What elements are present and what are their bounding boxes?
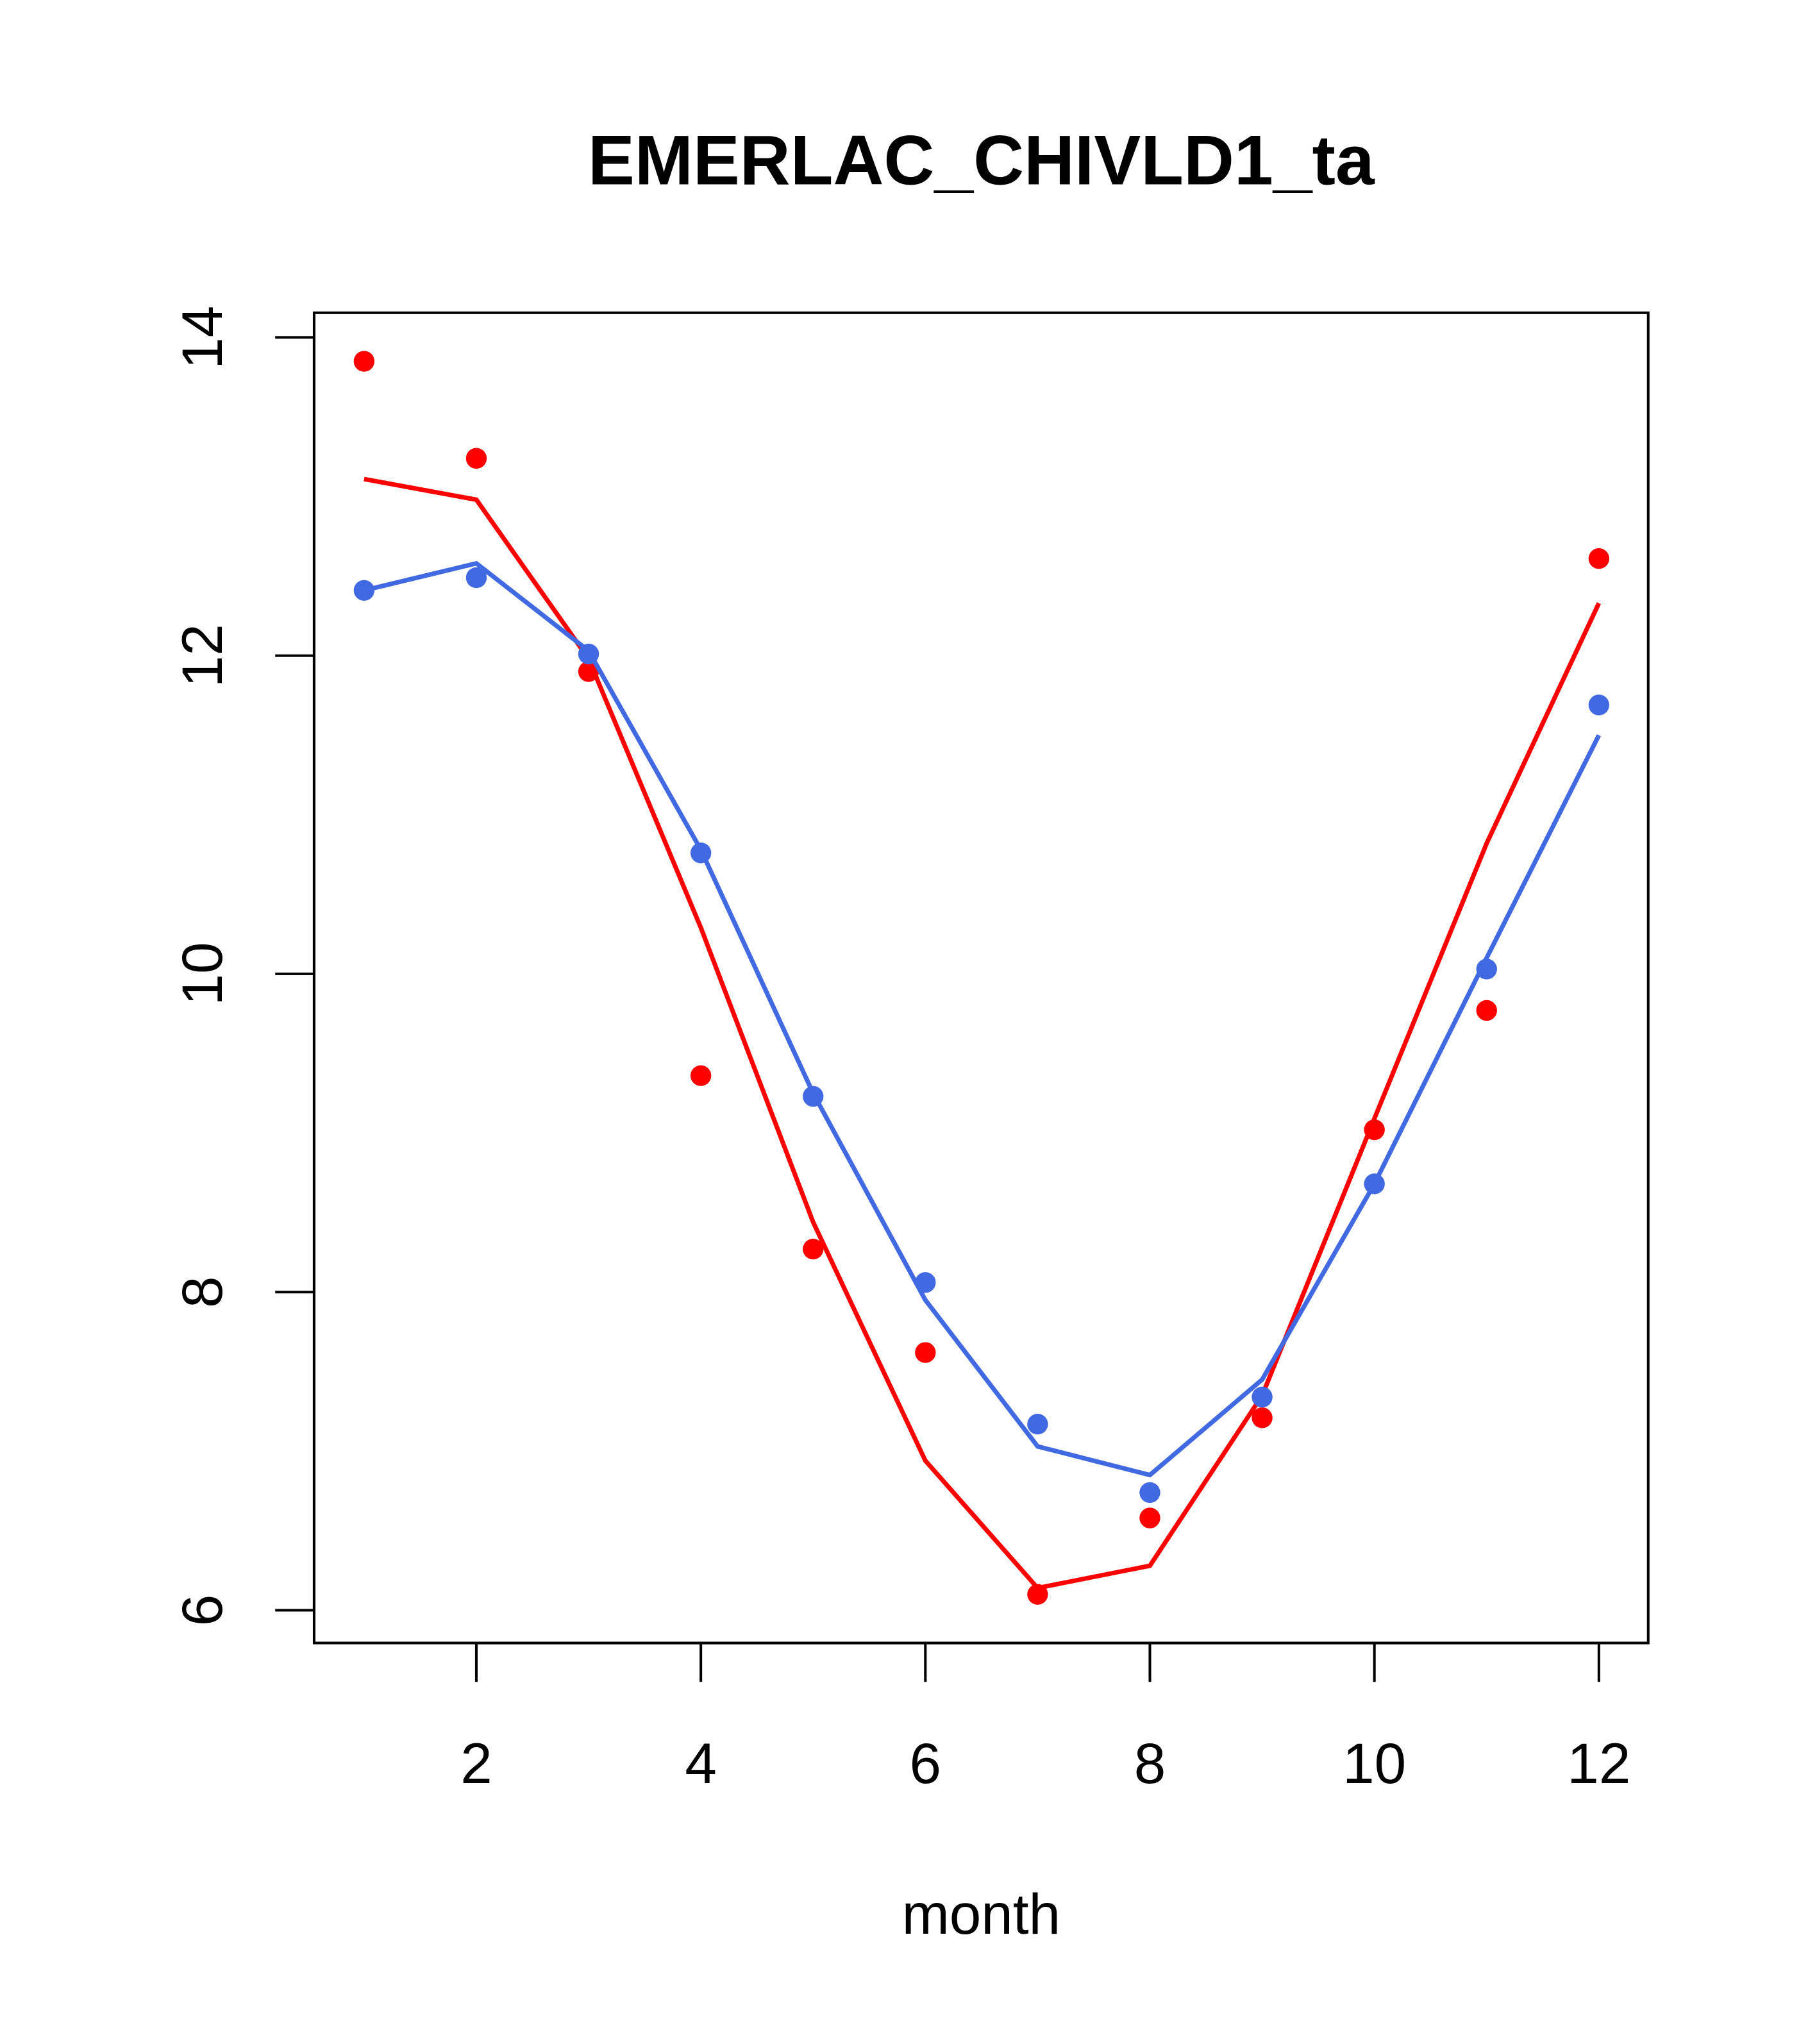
data-point	[1139, 1507, 1160, 1529]
data-point	[803, 1239, 824, 1260]
x-tick-label: 6	[910, 1731, 942, 1795]
series-line	[364, 476, 1602, 1591]
data-point	[1588, 694, 1610, 716]
data-point	[690, 1065, 712, 1086]
plot-frame	[312, 311, 1650, 1645]
x-axis-label: month	[902, 1882, 1061, 1946]
data-point	[1027, 1413, 1048, 1435]
data-point	[1588, 548, 1610, 569]
data-point	[465, 567, 487, 589]
y-tick-label: 14	[170, 306, 234, 369]
x-tick-label: 4	[685, 1731, 717, 1795]
series-line	[364, 560, 1601, 1478]
y-tick-label: 8	[170, 1276, 234, 1308]
x-tick-label: 2	[460, 1731, 492, 1795]
x-tick-label: 8	[1134, 1731, 1166, 1795]
y-tick-label: 10	[170, 942, 234, 1005]
chart-title: EMERLAC_CHIVLD1_ta	[588, 121, 1375, 199]
data-point	[353, 351, 375, 372]
data-point	[1139, 1482, 1160, 1504]
y-tick-label: 12	[170, 624, 234, 687]
x-tick-label: 12	[1567, 1731, 1630, 1795]
data-point	[1476, 1000, 1497, 1021]
x-tick-label: 10	[1343, 1731, 1406, 1795]
data-point	[1252, 1407, 1273, 1428]
data-point	[1252, 1386, 1273, 1408]
data-point	[465, 448, 487, 469]
data-point	[915, 1342, 936, 1363]
y-tick-label: 6	[170, 1595, 234, 1627]
